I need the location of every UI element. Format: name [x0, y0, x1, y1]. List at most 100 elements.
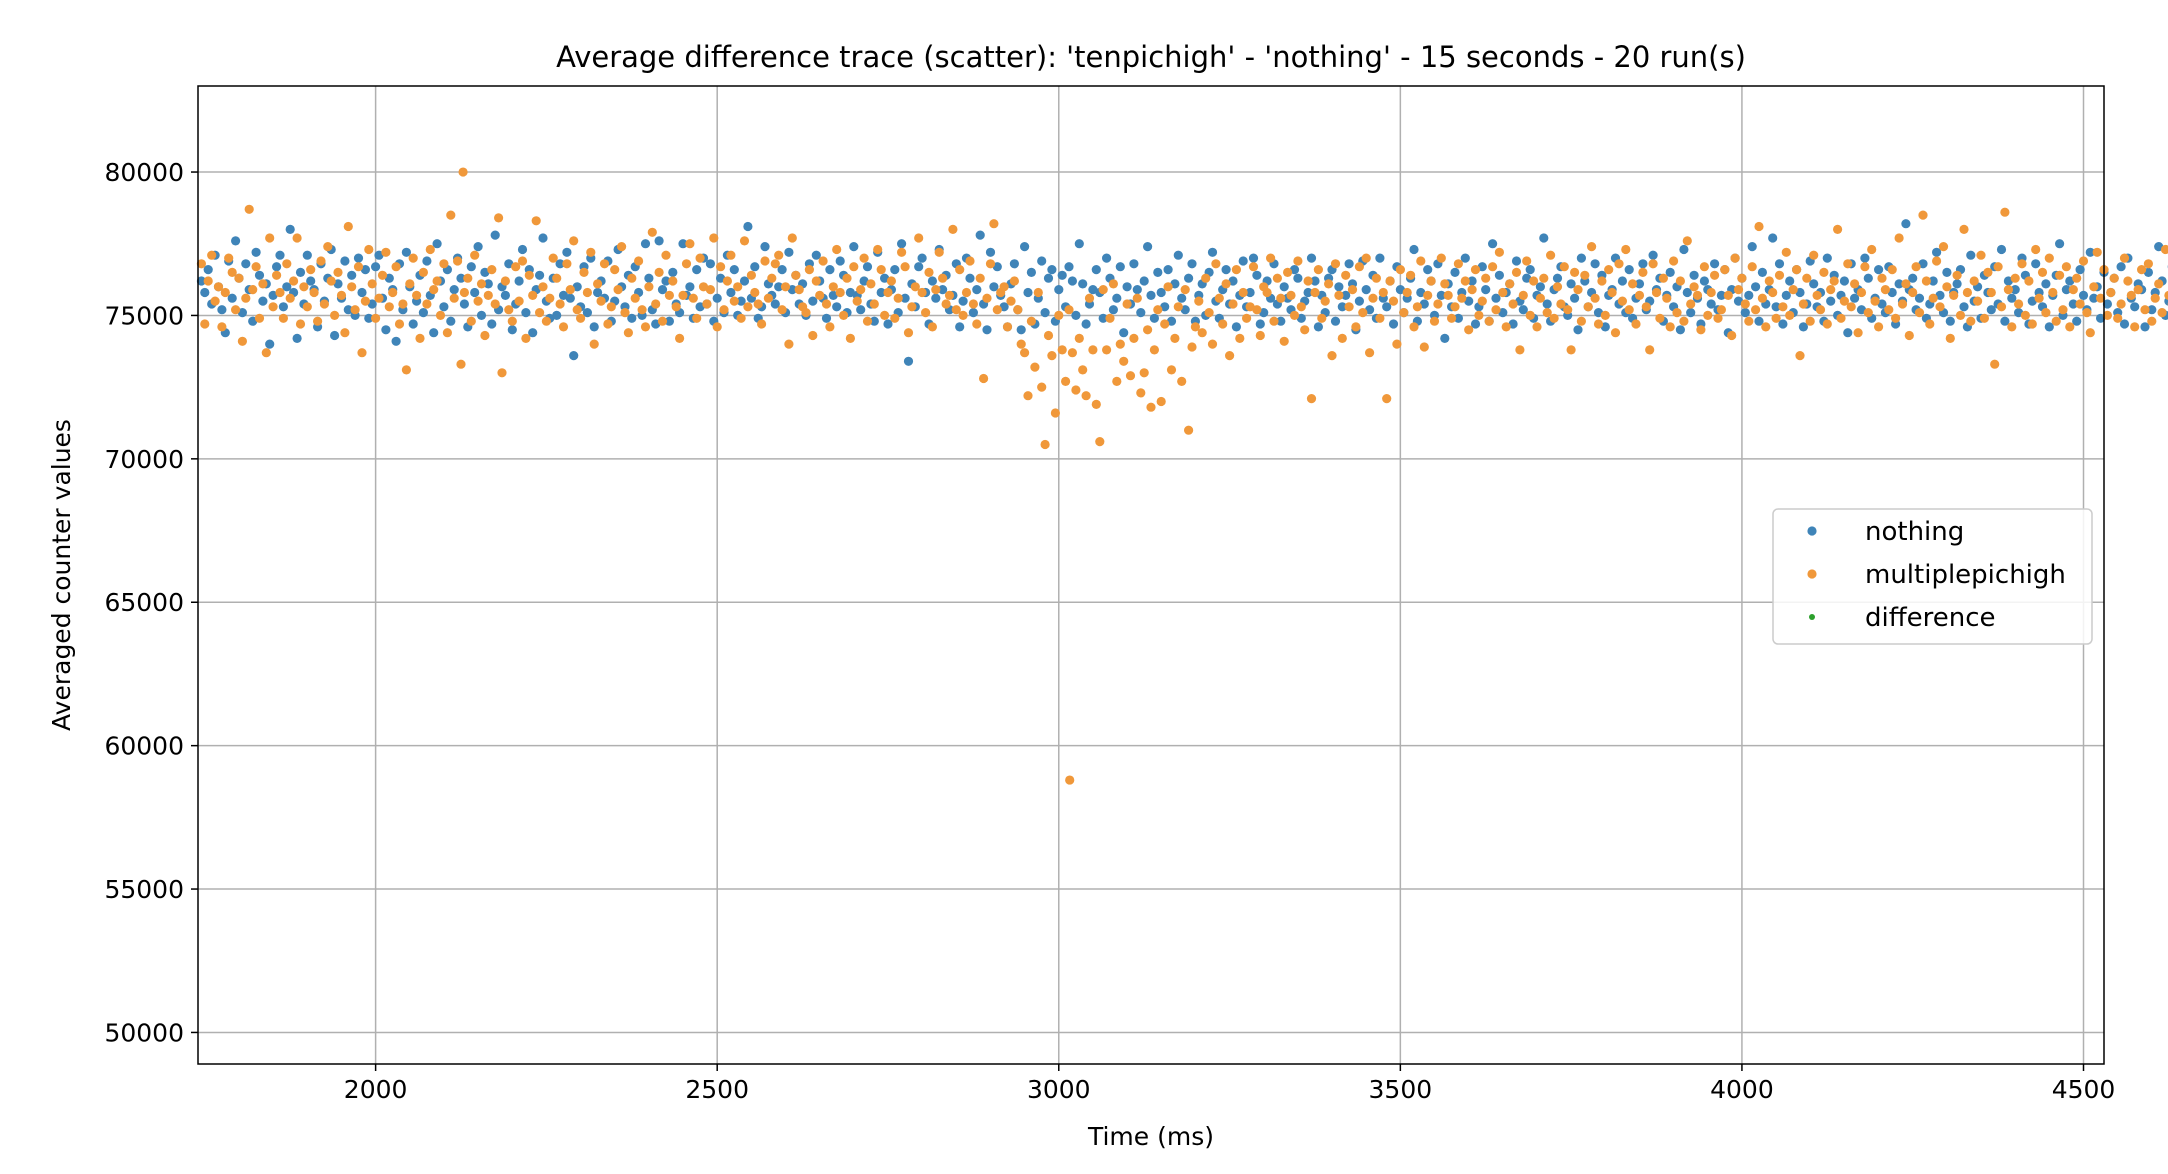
nothing-point: [1276, 316, 1286, 326]
multiplepichigh-point: [244, 204, 254, 214]
multiplepichigh-point: [774, 250, 784, 260]
nothing-point: [1344, 259, 1354, 269]
nothing-point: [1918, 259, 1928, 269]
multiplepichigh-point: [1293, 256, 1303, 266]
nothing-point: [972, 285, 982, 295]
multiplepichigh-point: [463, 273, 473, 283]
nothing-point: [2061, 285, 2071, 295]
multiplepichigh-point: [2075, 299, 2085, 309]
multiplepichigh-point: [548, 253, 558, 263]
multiplepichigh-point: [319, 299, 329, 309]
multiplepichigh-point: [849, 262, 859, 272]
nothing-point: [1153, 267, 1163, 277]
nothing-point: [2089, 293, 2099, 303]
multiplepichigh-point: [750, 287, 760, 298]
nothing-point: [241, 259, 251, 269]
multiplepichigh-point: [900, 262, 910, 272]
nothing-point: [1774, 259, 1785, 269]
nothing-point: [1088, 285, 1098, 295]
multiplepichigh-point: [1542, 308, 1552, 318]
nothing-point: [1132, 285, 1142, 295]
multiplepichigh-point: [446, 210, 456, 220]
nothing-point: [1699, 276, 1709, 286]
nothing-point: [968, 308, 979, 318]
multiplepichigh-point: [408, 253, 418, 263]
multiplepichigh-point: [2058, 305, 2068, 315]
nothing-point: [196, 276, 206, 286]
multiplepichigh-point: [958, 310, 968, 320]
multiplepichigh-point: [224, 253, 234, 263]
nothing-point: [521, 308, 531, 318]
multiplepichigh-point: [739, 236, 750, 246]
multiplepichigh-point: [558, 322, 569, 332]
multiplepichigh-point: [873, 244, 883, 255]
nothing-point: [391, 336, 401, 346]
multiplepichigh-point: [388, 287, 398, 298]
nothing-point: [1122, 282, 1132, 292]
nothing-point: [1467, 276, 1477, 286]
multiplepichigh-point: [1658, 273, 1668, 283]
multiplepichigh-point: [1973, 296, 1983, 306]
nothing-point: [736, 296, 746, 306]
multiplepichigh-point: [1638, 267, 1648, 277]
nothing-point: [1744, 290, 1754, 300]
nothing-point: [1508, 319, 1518, 329]
multiplepichigh-point: [886, 276, 897, 286]
multiplepichigh-point: [1207, 339, 1218, 349]
y-axis-label: Averaged counter values: [47, 419, 76, 731]
multiplepichigh-point: [1412, 302, 1422, 312]
multiplepichigh-point: [2003, 285, 2013, 295]
multiplepichigh-point: [353, 262, 364, 272]
multiplepichigh-point: [1529, 276, 1539, 286]
multiplepichigh-point: [1426, 276, 1436, 286]
multiplepichigh-point: [1139, 368, 1149, 378]
multiplepichigh-point: [374, 293, 384, 303]
nothing-point: [200, 287, 210, 298]
multiplepichigh-point: [1607, 287, 1617, 298]
multiplepichigh-point: [1409, 322, 1419, 332]
nothing-point: [989, 282, 999, 292]
multiplepichigh-point: [1914, 308, 1925, 318]
multiplepichigh-point: [1371, 273, 1381, 283]
multiplepichigh-point: [2037, 267, 2048, 277]
nothing-point: [685, 282, 695, 292]
nothing-point: [555, 259, 565, 269]
multiplepichigh-point: [1587, 242, 1597, 252]
multiplepichigh-point: [1539, 273, 1549, 283]
nothing-point: [306, 276, 316, 286]
nothing-point: [1986, 305, 1996, 315]
multiplepichigh-point: [535, 308, 545, 318]
multiplepichigh-point: [1651, 287, 1662, 298]
multiplepichigh-point: [1928, 293, 1938, 303]
multiplepichigh-point: [1720, 265, 1730, 275]
multiplepichigh-point: [1474, 310, 1484, 320]
multiplepichigh-point: [2143, 259, 2153, 269]
plot-frame: [197, 85, 2105, 1065]
nothing-point: [1375, 253, 1385, 263]
nothing-point: [869, 316, 879, 326]
nothing-point: [1382, 302, 1392, 312]
nothing-point: [1908, 273, 1918, 283]
nothing-point: [849, 242, 859, 252]
multiplepichigh-point: [606, 302, 616, 312]
nothing-point: [1423, 265, 1433, 275]
nothing-point: [1675, 325, 1685, 335]
multiplepichigh-point: [289, 276, 299, 286]
multiplepichigh-point: [2130, 322, 2140, 332]
multiplepichigh-point: [1983, 267, 1993, 277]
nothing-point: [1952, 279, 1962, 289]
multiplepichigh-point: [1457, 293, 1467, 303]
nothing-point: [726, 287, 736, 298]
multiplepichigh-point: [1375, 313, 1385, 323]
nothing-point: [1566, 279, 1576, 289]
nothing-point: [1535, 282, 1545, 292]
multiplepichigh-point: [757, 319, 767, 329]
multiplepichigh-point: [1006, 296, 1016, 306]
nothing-point: [985, 247, 996, 257]
multiplepichigh-point: [845, 333, 856, 343]
nothing-point: [900, 293, 910, 303]
nothing-point: [1617, 276, 1627, 286]
nothing-point: [429, 328, 439, 338]
multiplepichigh-point: [2041, 308, 2051, 318]
